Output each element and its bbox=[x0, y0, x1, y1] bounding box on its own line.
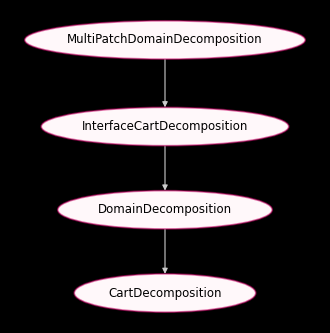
Text: DomainDecomposition: DomainDecomposition bbox=[98, 203, 232, 216]
Text: CartDecomposition: CartDecomposition bbox=[108, 286, 222, 300]
Ellipse shape bbox=[74, 274, 256, 312]
Ellipse shape bbox=[25, 21, 305, 59]
Text: MultiPatchDomainDecomposition: MultiPatchDomainDecomposition bbox=[67, 33, 263, 47]
Ellipse shape bbox=[58, 190, 272, 229]
Ellipse shape bbox=[41, 107, 289, 146]
Text: InterfaceCartDecomposition: InterfaceCartDecomposition bbox=[82, 120, 248, 133]
